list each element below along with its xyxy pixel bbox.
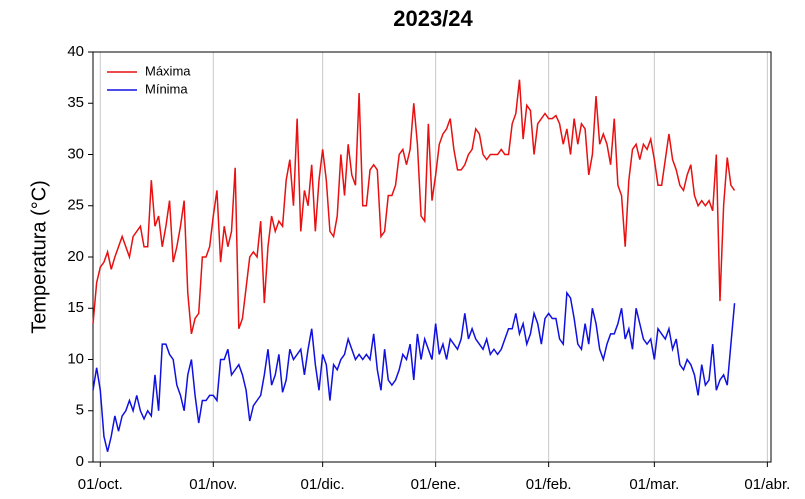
x-tick-label: 01/oct. <box>78 476 123 493</box>
y-tick-label: 15 <box>67 299 84 316</box>
chart-title: 2023/24 <box>393 6 473 31</box>
plot-frame <box>92 51 772 463</box>
y-tick-label: 5 <box>76 402 84 419</box>
y-tick-label: 35 <box>67 94 84 111</box>
y-tick-label: 30 <box>67 145 84 162</box>
legend-label: Mínima <box>145 81 188 96</box>
y-tick-label: 10 <box>67 350 84 367</box>
y-tick-label: 20 <box>67 248 84 265</box>
x-tick-label: 01/abr. <box>744 476 790 493</box>
y-tick-label: 40 <box>67 43 84 60</box>
x-tick-label: 01/mar. <box>629 476 679 493</box>
series-line <box>92 290 736 452</box>
y-tick-label: 0 <box>76 453 84 470</box>
y-axis-label: Temperatura (°C) <box>28 180 50 334</box>
x-tick-label: 01/dic. <box>301 476 345 493</box>
y-tick-label: 25 <box>67 197 84 214</box>
x-tick-label: 01/ene. <box>411 476 461 493</box>
x-tick-label: 01/feb. <box>526 476 572 493</box>
series-line <box>92 79 736 335</box>
legend-label: Máxima <box>145 63 191 78</box>
x-tick-label: 01/nov. <box>189 476 237 493</box>
